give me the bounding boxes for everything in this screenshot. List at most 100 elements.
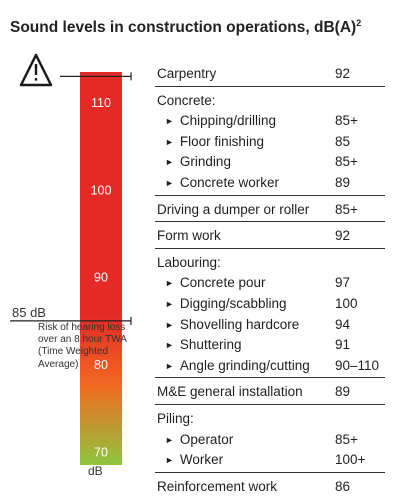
row-label: ► Concrete pour — [165, 272, 265, 295]
arrow-bullet-icon: ► — [165, 434, 174, 445]
arrow-bullet-icon: ► — [165, 157, 174, 168]
tick-label-110: 110 — [91, 96, 111, 110]
reference-level-label: 85 dB — [12, 305, 46, 320]
row-separator — [155, 377, 385, 379]
arrow-bullet-icon: ► — [165, 278, 174, 289]
sound-level-table: Carpentry 92 Concrete: ► Chipping/drilling 85… — [155, 0, 385, 500]
table-row: Reinforcement work 86 — [155, 476, 385, 497]
row-separator — [155, 247, 385, 249]
row-label: ► Angle grinding/cutting — [165, 355, 310, 378]
row-label: ► Worker — [165, 449, 223, 472]
row-label-text: M&E general installation — [157, 384, 303, 400]
row-label: ► Floor finishing — [165, 131, 264, 154]
row-separator — [155, 404, 385, 405]
row-label-text: Concrete: — [157, 92, 216, 108]
row-value: 86 — [335, 478, 351, 494]
row-value: 85+ — [335, 431, 358, 447]
row-label-text: Carpentry — [157, 66, 217, 81]
row-label-text: Digging/scabbling — [179, 296, 287, 311]
hearing-risk-note: Risk of hearing loss over an 8 hour TWA … — [38, 322, 127, 370]
arrow-bullet-icon: ► — [165, 360, 174, 371]
row-label: ► Concrete worker — [165, 172, 279, 195]
row-label: Carpentry — [157, 63, 216, 84]
row-label: ► Operator — [165, 429, 233, 452]
row-value: 91 — [335, 337, 351, 353]
arrow-bullet-icon: ► — [165, 178, 174, 188]
table-subrow: ► Chipping/drilling 85+ — [155, 110, 385, 131]
row-value: 85+ — [335, 201, 358, 217]
row-value: 94 — [335, 316, 351, 332]
table-row: M&E general installation 89 — [155, 381, 385, 402]
table-subrow: ► Floor finishing 85 — [155, 131, 385, 152]
row-label: Driving a dumper or roller — [157, 199, 309, 220]
row-label: Piling: — [157, 408, 194, 429]
axis-unit-label: dB — [88, 464, 103, 478]
row-value: 89 — [335, 384, 351, 400]
table-subrow: ► Concrete pour 97 — [155, 272, 385, 293]
table-subrow: ► Shuttering 91 — [155, 334, 385, 355]
row-label-text: Concrete worker — [179, 175, 279, 190]
row-label-text: Worker — [179, 452, 224, 468]
row-label-text: Angle grinding/cutting — [179, 357, 310, 373]
table-row: Concrete: — [155, 90, 385, 111]
row-label: Labouring: — [157, 252, 221, 273]
table-subrow: ► Shovelling hardcore 94 — [155, 314, 385, 335]
row-label: ► Chipping/drilling — [165, 110, 276, 133]
row-label-text: Floor finishing — [179, 133, 264, 149]
row-label-text: Chipping/drilling — [179, 113, 276, 129]
db-gauge: 110 100 90 80 70 — [10, 53, 132, 465]
row-label-text: Form work — [157, 228, 221, 244]
row-value: 92 — [335, 66, 351, 81]
row-label: ► Grinding — [165, 151, 231, 174]
row-value: 85+ — [335, 154, 358, 170]
db-scale-bar — [80, 72, 122, 465]
tick-label-100: 100 — [91, 183, 112, 197]
arrow-bullet-icon: ► — [165, 299, 174, 309]
tick-label-80: 80 — [94, 358, 108, 372]
table-subrow: ► Concrete worker 89 — [155, 172, 385, 193]
row-label-text: Labouring: — [157, 254, 221, 270]
row-label: ► Shovelling hardcore — [165, 314, 299, 337]
row-label: ► Shuttering — [165, 334, 241, 357]
row-value: 92 — [335, 228, 351, 244]
row-label-text: Shuttering — [179, 337, 242, 353]
row-value: 100 — [335, 296, 358, 311]
row-separator — [155, 194, 385, 196]
row-label: ► Digging/scabbling — [165, 293, 287, 316]
row-label: M&E general installation — [157, 381, 303, 402]
warning-triangle-icon — [19, 53, 53, 87]
table-row: Driving a dumper or roller 85+ — [155, 199, 385, 220]
row-value: 100+ — [335, 452, 366, 468]
arrow-bullet-icon: ► — [165, 319, 174, 330]
row-value: 85+ — [335, 113, 358, 129]
row-value: 85 — [335, 133, 351, 149]
table-row: Labouring: — [155, 252, 385, 273]
row-label: Concrete: — [157, 90, 216, 111]
row-label-text: Grinding — [179, 154, 231, 170]
row-value: 90–110 — [335, 357, 380, 373]
table-subrow: ► Angle grinding/cutting 90–110 — [155, 355, 385, 376]
row-separator — [155, 85, 385, 87]
arrow-bullet-icon: ► — [165, 340, 174, 351]
tick-label-90: 90 — [94, 271, 108, 285]
row-label-text: Shovelling hardcore — [179, 316, 300, 332]
row-value: 89 — [335, 175, 351, 190]
table-subrow: ► Worker 100+ — [155, 449, 385, 470]
table-row: Form work 92 — [155, 225, 385, 246]
row-label-text: Operator — [179, 431, 234, 447]
table-subrow: ► Digging/scabbling 100 — [155, 293, 385, 314]
arrow-bullet-icon: ► — [165, 455, 174, 466]
arrow-bullet-icon: ► — [165, 136, 174, 147]
row-label-text: Piling: — [157, 411, 194, 426]
row-label: Reinforcement work — [157, 476, 277, 497]
row-label-text: Driving a dumper or roller — [157, 201, 310, 217]
table-row: Piling: — [155, 408, 385, 429]
row-label: Form work — [157, 225, 221, 246]
title-footnote-mark: 2 — [356, 18, 362, 28]
row-separator — [155, 221, 385, 223]
row-label-text: Concrete pour — [179, 275, 266, 291]
row-separator — [155, 471, 385, 473]
chart-title: Sound levels in construction operations,… — [10, 18, 362, 37]
row-value: 97 — [335, 275, 351, 291]
table-subrow: ► Operator 85+ — [155, 429, 385, 450]
